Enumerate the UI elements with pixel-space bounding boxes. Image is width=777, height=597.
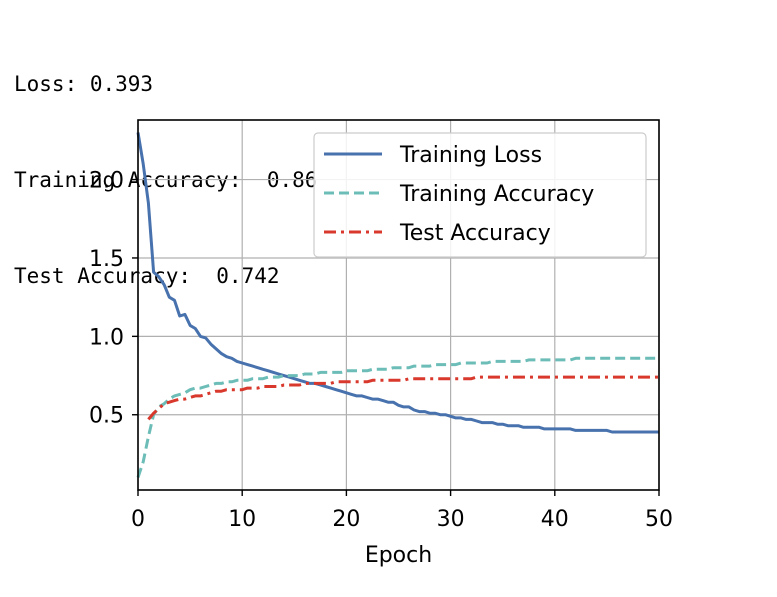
test-accuracy-output-line: Test Accuracy: 0.742	[14, 264, 280, 288]
loss-output-line: Loss: 0.393	[14, 72, 154, 96]
legend-label: Training Loss	[399, 143, 542, 168]
y-tick-label: 1.5	[89, 247, 124, 272]
x-tick-label: 10	[228, 507, 256, 532]
series-line-training-loss	[136, 132, 659, 434]
x-tick-label: 20	[332, 507, 360, 532]
legend-label: Test Accuracy	[399, 221, 551, 246]
y-tick-label: 1.0	[89, 325, 124, 350]
series-lines	[136, 132, 659, 478]
plot-frame	[137, 119, 660, 491]
y-tick-label: 0.5	[89, 404, 124, 429]
legend-box	[313, 132, 647, 258]
x-tick-label: 0	[131, 507, 145, 532]
axis-ticks: 0 10 20 30 40 50 0.5 1.0 1.5 2.0	[89, 169, 673, 532]
x-tick-label: 30	[437, 507, 465, 532]
legend: Training Loss Training Accuracy Test Accur…	[313, 132, 647, 258]
y-tick-label: 2.0	[89, 169, 124, 194]
x-tick-label: 40	[541, 507, 569, 532]
x-axis-label: Epoch	[365, 543, 432, 568]
legend-label: Training Accuracy	[399, 182, 594, 207]
x-tick-label: 50	[645, 507, 673, 532]
series-line-test-accuracy	[147, 375, 659, 421]
series-line-training-accuracy	[136, 356, 659, 478]
